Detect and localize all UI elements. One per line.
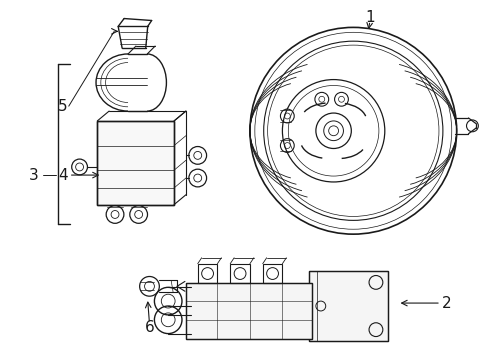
Text: 4: 4 xyxy=(58,167,67,183)
Text: 5: 5 xyxy=(58,99,67,114)
Bar xyxy=(262,264,282,283)
Text: 3: 3 xyxy=(28,167,38,183)
Bar xyxy=(230,264,249,283)
Text: 2: 2 xyxy=(441,296,451,311)
Bar xyxy=(308,271,387,342)
Bar xyxy=(97,121,174,204)
Bar xyxy=(197,264,217,283)
Bar xyxy=(185,283,311,338)
Circle shape xyxy=(328,126,338,136)
Bar xyxy=(185,283,311,338)
Bar xyxy=(308,271,387,342)
Text: 6: 6 xyxy=(144,320,154,335)
Bar xyxy=(97,121,174,204)
Text: 1: 1 xyxy=(365,10,374,25)
